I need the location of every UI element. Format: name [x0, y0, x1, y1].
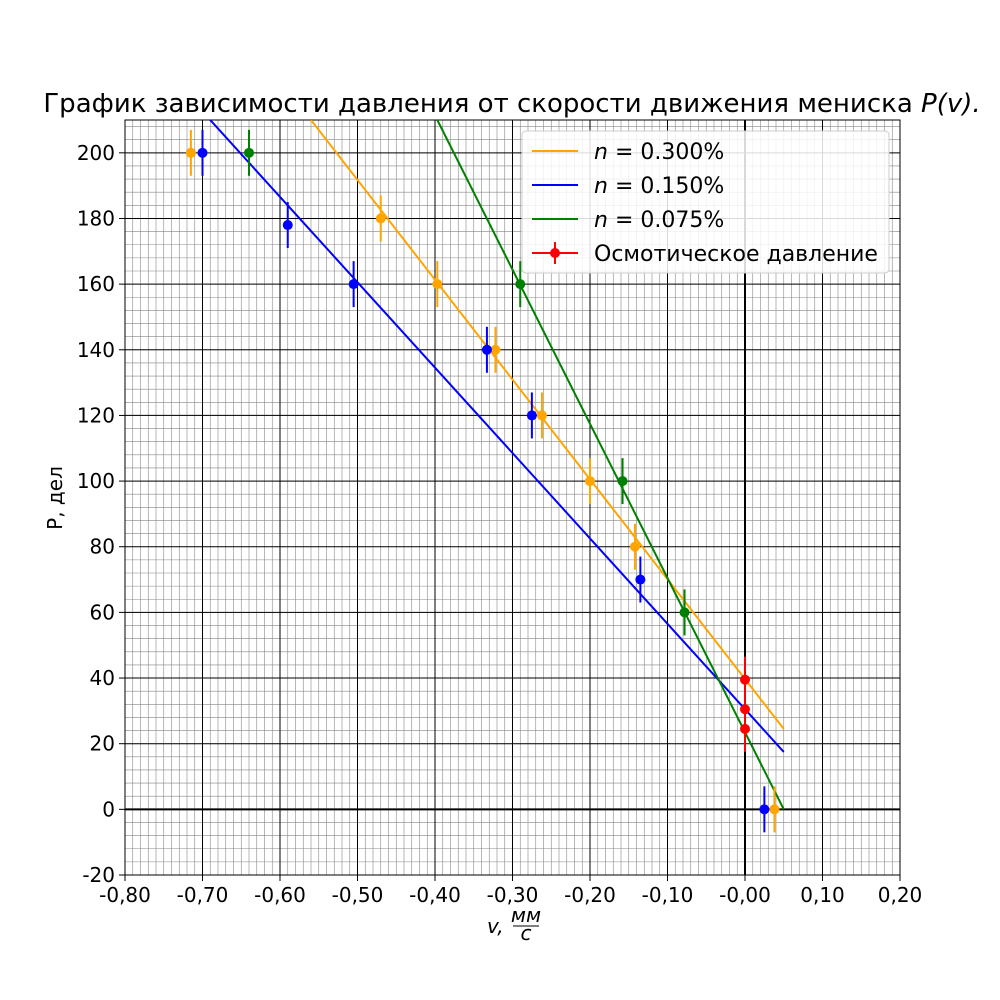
x-tick-label: -0,20	[564, 883, 616, 907]
y-tick-label: 160	[77, 272, 115, 296]
x-tick-label: 0,10	[800, 883, 845, 907]
data-point	[515, 279, 526, 290]
x-tick-label: -0,60	[254, 883, 306, 907]
x-tick-label: -0,30	[487, 883, 539, 907]
legend-label-variable: n	[594, 140, 608, 165]
data-point	[481, 344, 492, 355]
legend-swatch-point	[550, 248, 560, 258]
x-axis-unit-denominator: с	[521, 921, 532, 945]
legend-label: Осмотическое давление	[594, 242, 878, 267]
data-point	[375, 213, 386, 224]
fit-line	[436, 120, 785, 810]
x-tick-label: -0,50	[332, 883, 384, 907]
legend-label: n = 0.075%	[594, 208, 724, 233]
chart-title: График зависимости давления от скорости …	[43, 89, 980, 119]
data-point	[740, 723, 750, 734]
data-point	[185, 147, 196, 158]
data-point	[740, 674, 750, 685]
fit-line	[209, 120, 785, 753]
x-tick-label: -0,80	[99, 883, 151, 907]
y-tick-label: 120	[77, 403, 115, 427]
y-tick-label: 200	[77, 141, 115, 165]
y-axis-label: P, дел	[43, 466, 67, 530]
data-point	[432, 279, 443, 290]
legend-label: n = 0.300%	[594, 140, 724, 165]
y-tick-label: 40	[90, 666, 115, 690]
y-tick-label: 100	[77, 469, 115, 493]
data-points	[185, 129, 780, 833]
fit-line	[310, 120, 785, 730]
data-point	[282, 220, 293, 231]
data-point	[585, 476, 595, 487]
data-point	[759, 804, 770, 815]
legend-box	[521, 130, 890, 274]
legend-label-value: = 0.300%	[608, 140, 724, 165]
x-tick-label: -0,00	[719, 883, 771, 907]
data-point	[348, 279, 359, 290]
y-tick-label: 180	[77, 206, 115, 230]
legend-label-value: = 0.150%	[608, 174, 724, 199]
y-tick-label: 80	[90, 535, 115, 559]
legend-label-value: = 0.075%	[608, 208, 724, 233]
fit-lines	[209, 120, 785, 810]
data-point	[679, 607, 690, 618]
tick-labels: -0,80 -0,70 -0,60 -0,50 -0,40 -0,30 -0,20 -0,10…	[77, 141, 922, 907]
x-tick-label: -0,40	[409, 883, 461, 907]
data-point	[629, 541, 640, 552]
data-point	[526, 410, 537, 421]
data-point	[490, 344, 501, 355]
y-tick-label: 0	[102, 797, 115, 821]
x-tick-label: -0,10	[642, 883, 694, 907]
x-axis-label: v,	[487, 914, 504, 938]
legend-label: n = 0.150%	[594, 174, 724, 199]
x-axis-unit-numerator: мм	[511, 903, 541, 927]
data-point	[635, 574, 646, 585]
legend-label-value: Осмотическое давление	[594, 242, 878, 267]
x-tick-label: 0,20	[878, 883, 923, 907]
data-point	[536, 410, 547, 421]
data-point	[769, 804, 780, 815]
y-tick-label: 60	[90, 600, 115, 624]
y-tick-label: 140	[77, 338, 115, 362]
data-point	[244, 147, 254, 158]
axis-titles: v, мм с P, дел	[43, 466, 541, 945]
legend: n = 0.300%n = 0.150%n = 0.075%Осмотическ…	[521, 130, 890, 274]
y-tick-label: 20	[90, 732, 115, 756]
legend-label-variable: n	[594, 174, 608, 199]
data-point	[617, 476, 628, 487]
x-tick-label: -0,70	[177, 883, 229, 907]
data-point	[197, 147, 208, 158]
y-tick-label: -20	[82, 863, 115, 887]
legend-label-variable: n	[594, 208, 608, 233]
grid	[124, 120, 901, 876]
